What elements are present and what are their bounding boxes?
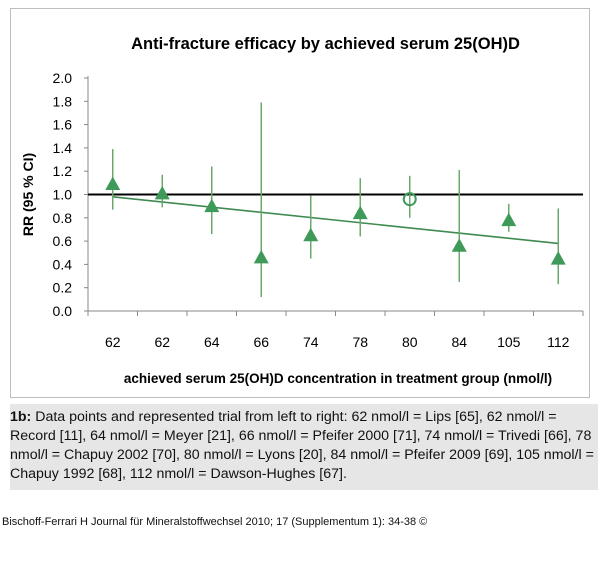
data-point-triangle <box>550 251 566 265</box>
x-tick-label: 62 <box>105 334 121 350</box>
x-tick-label: 78 <box>352 334 368 350</box>
data-point-triangle <box>253 249 269 264</box>
y-axis-label: RR (95 % CI) <box>20 153 36 236</box>
y-tick-label: 0.2 <box>53 280 73 296</box>
x-tick-label: 112 <box>547 334 570 350</box>
x-tick-label: 64 <box>204 334 220 350</box>
figure-caption: 1b: Data points and represented trial fr… <box>10 404 598 490</box>
y-tick-label: 1.4 <box>53 140 73 156</box>
chart: Anti-fracture efficacy by achieved serum… <box>20 35 584 386</box>
y-tick-label: 2.0 <box>53 70 73 86</box>
data-point-triangle <box>352 205 368 220</box>
trend-line <box>112 196 559 245</box>
data-point-triangle <box>501 212 517 227</box>
data-point-triangle <box>451 238 467 252</box>
x-tick-label: 66 <box>253 334 269 350</box>
data-point-triangle <box>204 198 220 213</box>
data-point-triangle <box>105 176 121 191</box>
caption-text: Data points and represented trial from l… <box>10 409 594 482</box>
y-tick-label: 1.0 <box>53 187 73 203</box>
y-tick-label: 0.0 <box>53 303 73 319</box>
data-point-triangle <box>154 185 170 200</box>
x-axis-label: achieved serum 25(OH)D concentration in … <box>124 371 552 386</box>
data-point-triangle <box>303 227 319 242</box>
x-tick-label: 74 <box>303 334 319 350</box>
y-tick-label: 1.6 <box>53 117 73 133</box>
source-citation: Bischoff-Ferrari H Journal für Mineralst… <box>2 516 428 528</box>
x-tick-label: 105 <box>497 334 521 350</box>
x-tick-label: 80 <box>402 334 418 350</box>
y-tick-label: 1.2 <box>53 163 73 179</box>
chart-frame: Anti-fracture efficacy by achieved serum… <box>10 8 590 398</box>
data-point-circle <box>402 192 417 207</box>
chart-title: Anti-fracture efficacy by achieved serum… <box>131 35 520 53</box>
caption-lead: 1b: <box>10 409 32 425</box>
x-tick-label: 62 <box>154 334 170 350</box>
y-tick-label: 1.8 <box>53 93 73 109</box>
y-tick-label: 0.8 <box>53 210 73 226</box>
y-tick-label: 0.4 <box>53 256 73 272</box>
x-tick-label: 84 <box>451 334 467 350</box>
y-tick-label: 0.6 <box>53 233 73 249</box>
